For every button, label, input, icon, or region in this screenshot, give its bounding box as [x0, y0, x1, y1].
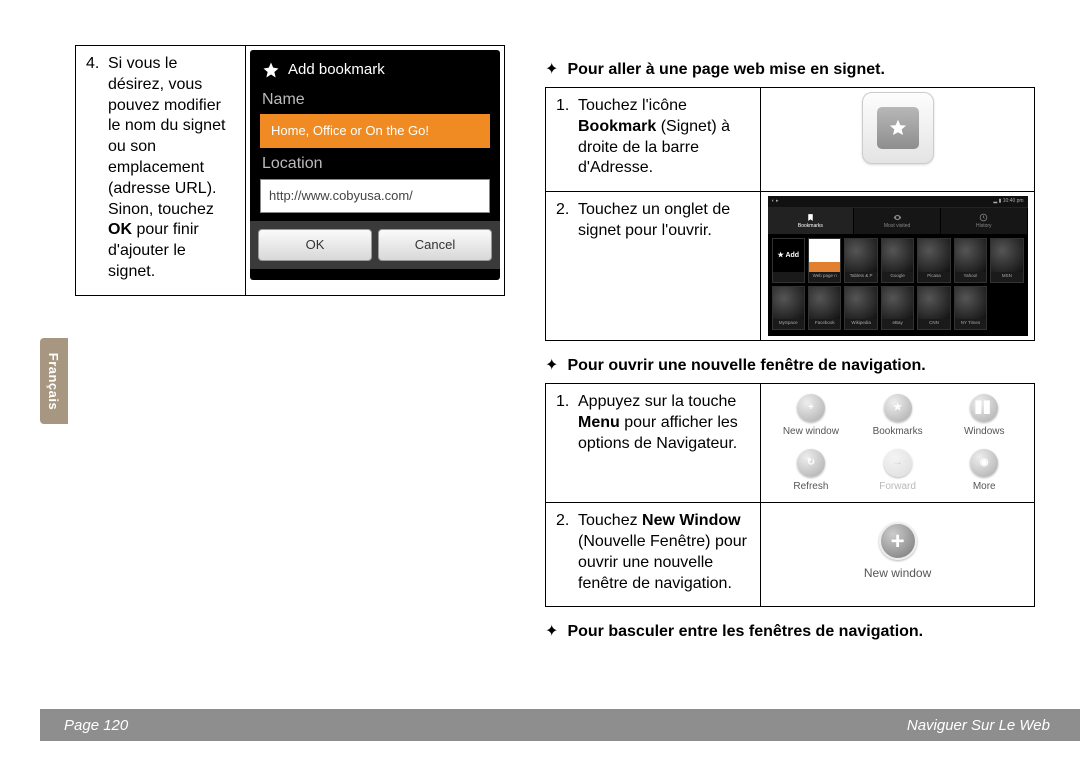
bullet-icon: ✦	[545, 621, 563, 641]
bm-thumb[interactable]: Wikipedia	[844, 286, 877, 331]
step4-num: 4.	[86, 54, 108, 283]
bm-thumb[interactable]: MSN	[990, 238, 1023, 283]
star-icon: ★	[884, 394, 912, 422]
add-bookmark-cell: Add bookmark Name Home, Office or On the…	[246, 46, 505, 296]
browser-menu: +New window ★Bookmarks ▋▋Windows ↻Refres…	[768, 388, 1028, 498]
newwin-step1-cell: 1. Appuyez sur la touche Menu pour affic…	[546, 384, 761, 503]
plus-icon: +	[879, 522, 917, 560]
bookmark-icon	[806, 213, 815, 222]
bm-thumb[interactable]: Picasa	[917, 238, 950, 283]
bm-thumb[interactable]: Yahoo!	[954, 238, 987, 283]
heading-newwin: ✦ Pour ouvrir une nouvelle fenêtre de na…	[545, 355, 1035, 375]
goto-table: 1. Touchez l'icône Bookmark (Signet) à d…	[545, 87, 1035, 341]
goto-step1-img	[761, 88, 1035, 192]
goto-s2-num: 2.	[556, 200, 578, 242]
clock-icon	[979, 213, 988, 222]
add-bookmark-title: Add bookmark	[288, 60, 385, 80]
footer-section: Naviguer Sur Le Web	[907, 717, 1050, 734]
add-bookmark-header: Add bookmark	[250, 50, 500, 86]
right-column: ✦ Pour aller à une page web mise en sign…	[545, 45, 1035, 649]
goto-s1-text: Touchez l'icône Bookmark (Signet) à droi…	[578, 96, 750, 179]
menu-windows[interactable]: ▋▋Windows	[941, 388, 1028, 443]
bm-thumb[interactable]: MySpace	[772, 286, 805, 331]
bms-tabs: Bookmarks Most visited History	[768, 208, 1028, 234]
nw-s2-num: 2.	[556, 511, 578, 594]
goto-step2-img: ◐ ▸ ▂ ▮ 10:40 pm Bookmarks Most visited …	[761, 192, 1035, 341]
nw-s1-text: Appuyez sur la touche Menu pour afficher…	[578, 392, 750, 454]
bookmark-tile-icon	[862, 92, 934, 164]
page-footer: Page 120 Naviguer Sur Le Web	[40, 709, 1080, 741]
newwin-step1-img: +New window ★Bookmarks ▋▋Windows ↻Refres…	[761, 384, 1035, 503]
eye-icon	[893, 213, 902, 222]
tab-history[interactable]: History	[941, 208, 1028, 234]
newwin-step2-img: + New window	[761, 503, 1035, 607]
status-time: ▂ ▮ 10:40 pm	[993, 198, 1023, 205]
footer-page: Page 120	[64, 717, 128, 734]
forward-icon: →	[884, 449, 912, 477]
menu-forward: →Forward	[854, 443, 941, 498]
newwin-table: 1. Appuyez sur la touche Menu pour affic…	[545, 383, 1035, 607]
bm-thumb[interactable]: eBay	[881, 286, 914, 331]
name-field[interactable]: Home, Office or On the Go!	[260, 114, 490, 148]
goto-s2-text: Touchez un onglet de signet pour l'ouvri…	[578, 200, 750, 242]
bullet-icon: ✦	[545, 59, 563, 79]
plus-icon: +	[797, 394, 825, 422]
add-bookmark-dialog: Add bookmark Name Home, Office or On the…	[250, 50, 500, 280]
cancel-button[interactable]: Cancel	[378, 229, 492, 261]
name-label: Name	[250, 86, 500, 113]
bm-thumb[interactable]: Tablets & P	[844, 238, 877, 283]
nw-s2-text: Touchez New Window (Nouvelle Fenêtre) po…	[578, 511, 750, 594]
location-label: Location	[250, 150, 500, 177]
star-icon	[887, 117, 909, 139]
new-window-label: New window	[864, 566, 931, 582]
bm-thumb[interactable]: Facebook	[808, 286, 841, 331]
nw-s1-num: 1.	[556, 392, 578, 454]
more-icon: ◉	[970, 449, 998, 477]
bm-thumb[interactable]: Google	[881, 238, 914, 283]
newwin-step2-cell: 2. Touchez New Window (Nouvelle Fenêtre)…	[546, 503, 761, 607]
location-field[interactable]: http://www.cobyusa.com/	[260, 179, 490, 213]
menu-new-window[interactable]: +New window	[768, 388, 855, 443]
heading-goto: ✦ Pour aller à une page web mise en sign…	[545, 59, 1035, 79]
status-left: ◐ ▸	[772, 198, 779, 205]
goto-step2-cell: 2. Touchez un onglet de signet pour l'ou…	[546, 192, 761, 341]
refresh-icon: ↻	[797, 449, 825, 477]
bm-thumb[interactable]: CNN	[917, 286, 950, 331]
bm-thumb[interactable]: NY Times	[954, 286, 987, 331]
bms-grid: ★ Add Web page n Tablets & P Google Pica…	[768, 234, 1028, 334]
page-content: 4. Si vous le désirez, vous pouvez modif…	[75, 45, 1035, 701]
status-bar: ◐ ▸ ▂ ▮ 10:40 pm	[768, 196, 1028, 208]
left-column: 4. Si vous le désirez, vous pouvez modif…	[75, 45, 505, 296]
language-tab-label: Français	[47, 352, 62, 409]
star-icon	[262, 61, 280, 79]
goto-s1-num: 1.	[556, 96, 578, 179]
left-table: 4. Si vous le désirez, vous pouvez modif…	[75, 45, 505, 296]
bullet-icon: ✦	[545, 355, 563, 375]
language-tab: Français	[40, 338, 68, 424]
tab-most-visited[interactable]: Most visited	[854, 208, 941, 234]
windows-icon: ▋▋	[970, 394, 998, 422]
goto-step1-cell: 1. Touchez l'icône Bookmark (Signet) à d…	[546, 88, 761, 192]
bm-add[interactable]: ★ Add	[772, 238, 805, 283]
menu-bookmarks[interactable]: ★Bookmarks	[854, 388, 941, 443]
menu-more[interactable]: ◉More	[941, 443, 1028, 498]
left-step4-cell: 4. Si vous le désirez, vous pouvez modif…	[76, 46, 246, 296]
ok-button[interactable]: OK	[258, 229, 372, 261]
bookmarks-screen: ◐ ▸ ▂ ▮ 10:40 pm Bookmarks Most visited …	[768, 196, 1028, 336]
tab-bookmarks[interactable]: Bookmarks	[768, 208, 855, 234]
new-window-button[interactable]: + New window	[838, 507, 958, 597]
step4-text: Si vous le désirez, vous pouvez modifier…	[108, 54, 235, 283]
menu-refresh[interactable]: ↻Refresh	[768, 443, 855, 498]
heading-switch: ✦ Pour basculer entre les fenêtres de na…	[545, 621, 1035, 641]
bm-thumb[interactable]: Web page n	[808, 238, 841, 283]
